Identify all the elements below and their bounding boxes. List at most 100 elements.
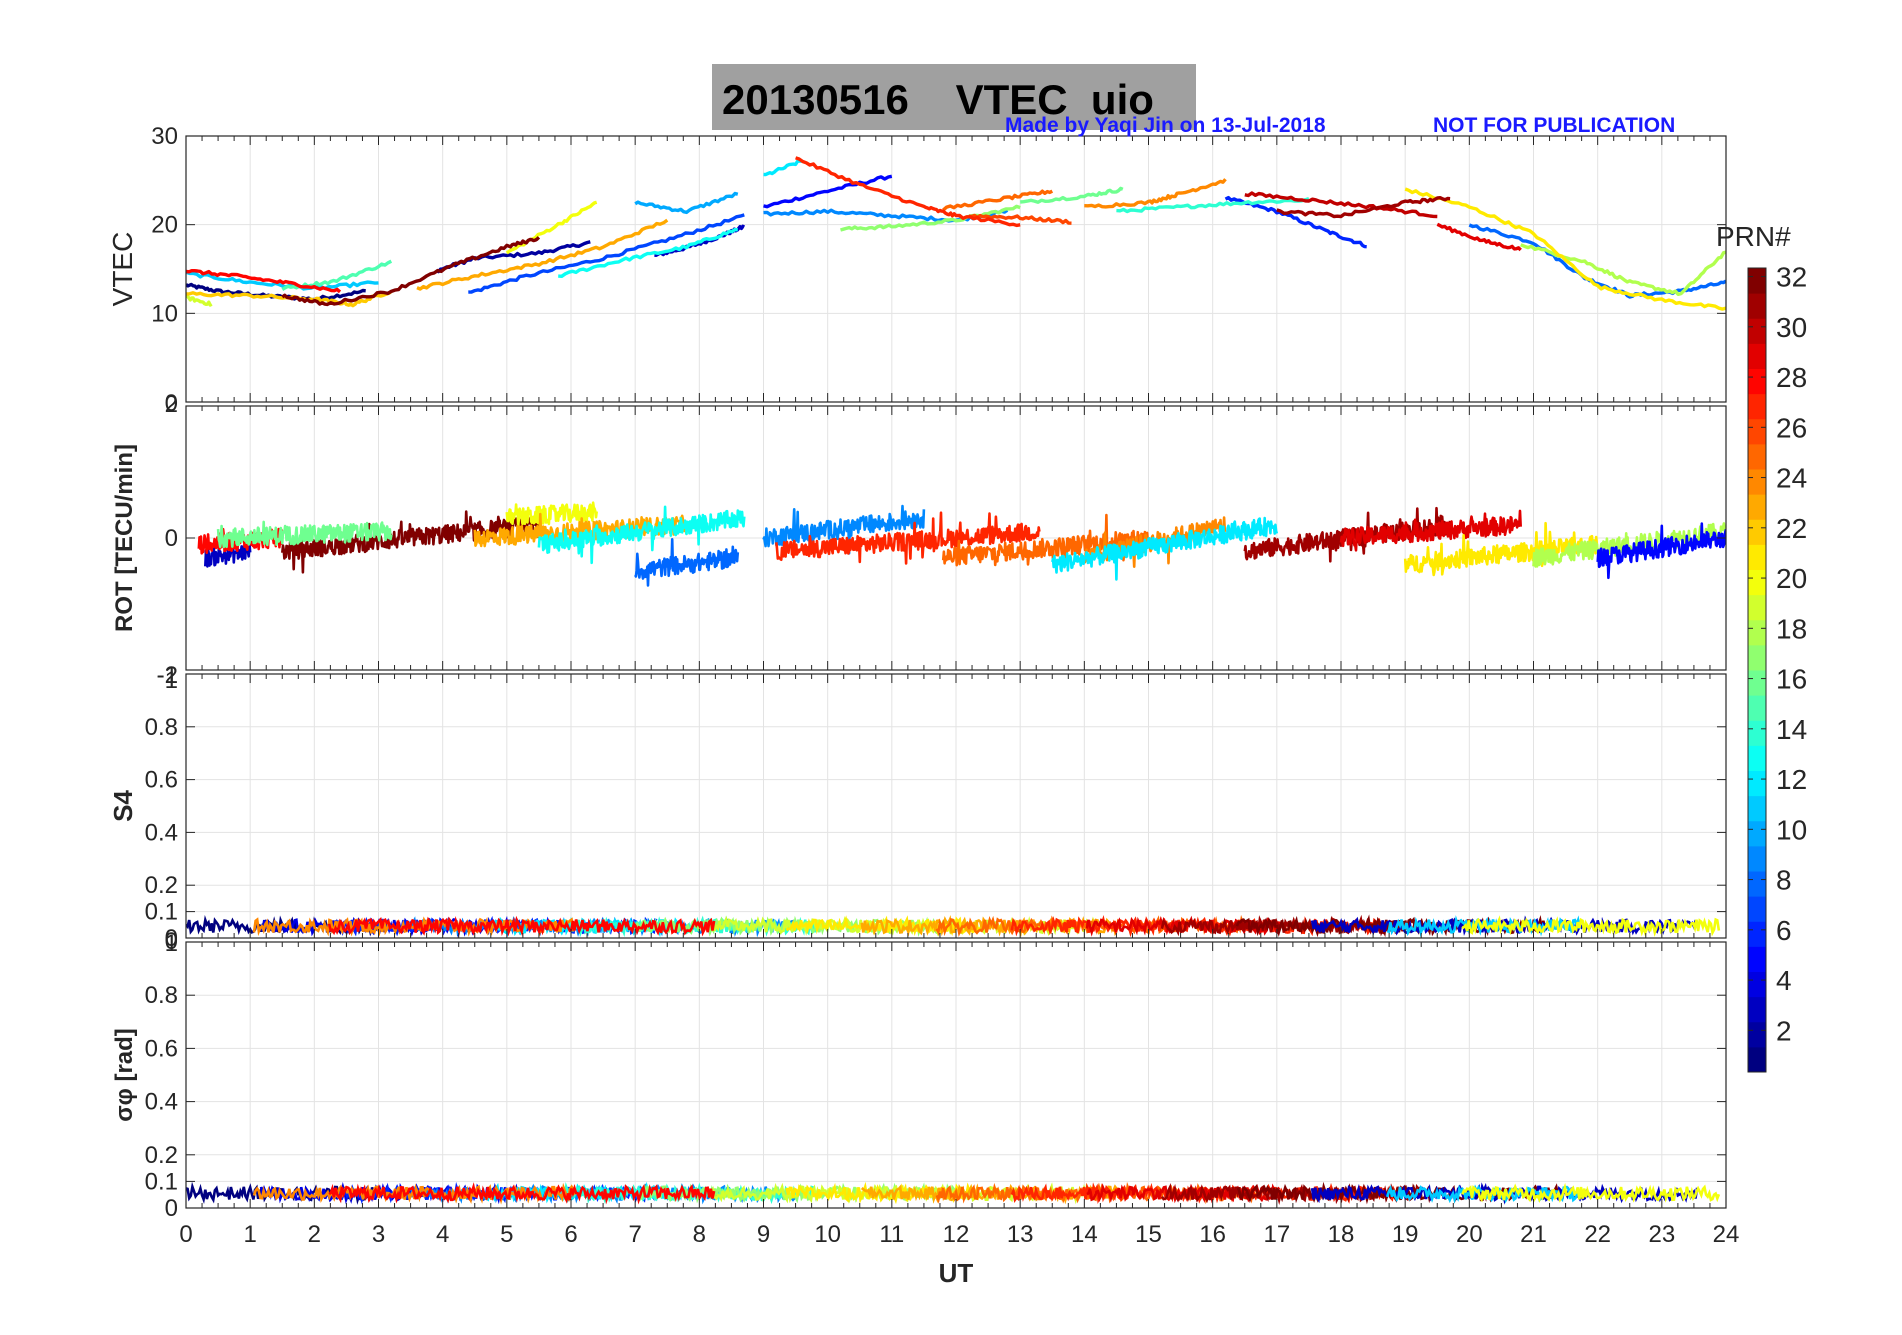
data-group-vtec (186, 156, 1726, 311)
vtec-series-prn-30 (1244, 191, 1438, 219)
colorbar-segment (1748, 443, 1766, 470)
y-tick-label: 0.6 (145, 1035, 178, 1062)
x-tick-label: 21 (1520, 1221, 1547, 1248)
rot-trace-prn-9 (762, 504, 926, 555)
x-tick-label: 22 (1584, 1221, 1611, 1248)
x-tick-label: 8 (693, 1221, 706, 1248)
vtec-series-prn-27 (795, 156, 1021, 228)
vtec-series-prn-28 (186, 269, 342, 294)
x-tick-label: 6 (564, 1221, 577, 1248)
vtec-series-prn-17 (840, 204, 1021, 232)
x-tick-label: 13 (1007, 1221, 1034, 1248)
data-group-rot (197, 501, 1726, 587)
x-tick-label: 7 (628, 1221, 641, 1248)
y-tick-label: 0.8 (145, 982, 178, 1009)
credit-right: NOT FOR PUBLICATION (1433, 114, 1676, 137)
x-tick-label: 11 (879, 1221, 904, 1248)
title-box (712, 64, 1196, 130)
y-tick-label: 10 (151, 300, 178, 327)
vtec-series-prn-12 (763, 159, 803, 177)
colorbar-tick-label: 2 (1776, 1015, 1792, 1046)
vtec-series-prn-13 (558, 227, 738, 278)
colorbar-segment (1748, 795, 1766, 822)
colorbar-tick-label: 24 (1776, 463, 1807, 494)
vtec-series-prn-11 (186, 270, 379, 291)
colorbar-segment (1748, 469, 1766, 495)
x-tick-label: 19 (1392, 1221, 1419, 1248)
y-tick-label: 0.6 (145, 767, 178, 794)
colorbar-segment (1748, 393, 1766, 420)
rot-trace-prn-12 (1051, 516, 1279, 581)
colorbar-segment (1748, 1046, 1766, 1073)
edge-tick-label: 1 (165, 930, 178, 957)
vtec-series-prn-23 (416, 218, 669, 291)
vtec-series-prn-32 (281, 236, 541, 307)
colorbar-segment (1748, 871, 1766, 897)
colorbar-segment (1748, 418, 1766, 445)
x-tick-label: 10 (814, 1221, 841, 1248)
vtec-series-prn-20 (505, 200, 598, 255)
colorbar-segment (1748, 720, 1766, 746)
colorbar-tick-label: 32 (1776, 262, 1807, 293)
colorbar-segment (1748, 494, 1766, 520)
y-tick-label: 0.1 (145, 899, 178, 926)
vtec-series-prn-21 (1404, 187, 1726, 311)
colorbar-tick-label: 26 (1776, 412, 1807, 443)
edge-tick-label: 0 (165, 390, 178, 417)
colorbar-segment (1748, 896, 1766, 922)
rot-trace-prn-29 (1339, 509, 1522, 552)
colorbar-segment (1748, 644, 1766, 671)
rot-trace-prn-13 (537, 505, 746, 565)
x-tick-label: 20 (1456, 1221, 1483, 1248)
data-group-sigma_phi (186, 1181, 1721, 1206)
y-tick-label: 20 (151, 212, 178, 239)
colorbar-segment (1748, 519, 1766, 545)
colorbar-tick-label: 28 (1776, 362, 1807, 393)
scint-trace-prn-29 (1085, 915, 1281, 937)
colorbar-tick-label: 12 (1776, 764, 1807, 795)
x-tick-label: 16 (1199, 1221, 1226, 1248)
x-axis-label: UT (939, 1258, 974, 1288)
scint-trace-prn-20 (1461, 1182, 1721, 1204)
rot-trace-prn-5 (1596, 522, 1726, 580)
vtec-series-prn-24 (1084, 178, 1227, 209)
y-axis-label-vtec: VTEC (107, 232, 138, 307)
edge-tick-label: 1 (165, 667, 178, 694)
x-tick-label: 15 (1135, 1221, 1162, 1248)
vtec-series-prn-1 (186, 282, 366, 302)
colorbar-segment (1748, 343, 1766, 369)
colorbar-tick-label: 16 (1776, 664, 1807, 695)
colorbar-segment (1748, 996, 1766, 1023)
colorbar-segment (1748, 971, 1766, 998)
y-tick-label: 30 (151, 123, 178, 150)
x-tick-label: 23 (1648, 1221, 1675, 1248)
y-tick-label: 0 (165, 1195, 178, 1222)
colorbar-tick-label: 18 (1776, 613, 1807, 644)
x-tick-label: 0 (179, 1221, 192, 1248)
title-label: VTEC uio (955, 76, 1154, 123)
chart-title: 20130516 VTEC uio (722, 76, 1154, 124)
rot-trace-prn-16 (216, 520, 393, 549)
colorbar-tick-label: 30 (1776, 312, 1807, 343)
colorbar-segment (1748, 921, 1766, 947)
vtec-series-prn-5 (763, 174, 893, 209)
colorbar-tick-label: 20 (1776, 563, 1807, 594)
scint-trace-prn-20 (1461, 915, 1721, 938)
colorbar-tick-label: 4 (1776, 965, 1792, 996)
colorbar-segment (1748, 845, 1766, 872)
scint-trace-prn-28 (328, 1182, 716, 1205)
colorbar-segment (1748, 569, 1766, 596)
y-tick-label: 0.1 (145, 1168, 178, 1195)
colorbar-segment (1748, 544, 1766, 570)
colorbar-segment (1748, 745, 1766, 771)
colorbar-segment (1748, 293, 1766, 319)
colorbar-label: PRN# (1716, 221, 1791, 252)
vtec-series-prn-31 (1276, 196, 1451, 219)
vtec-series-prn-14 (1116, 196, 1310, 214)
x-tick-label: 12 (943, 1221, 970, 1248)
edge-tick-label: 2 (165, 391, 178, 418)
y-axis-label-rot: ROT [TECU/min] (111, 444, 138, 632)
colorbar-segment (1748, 619, 1766, 646)
colorbar-tick-label: 8 (1776, 865, 1792, 896)
